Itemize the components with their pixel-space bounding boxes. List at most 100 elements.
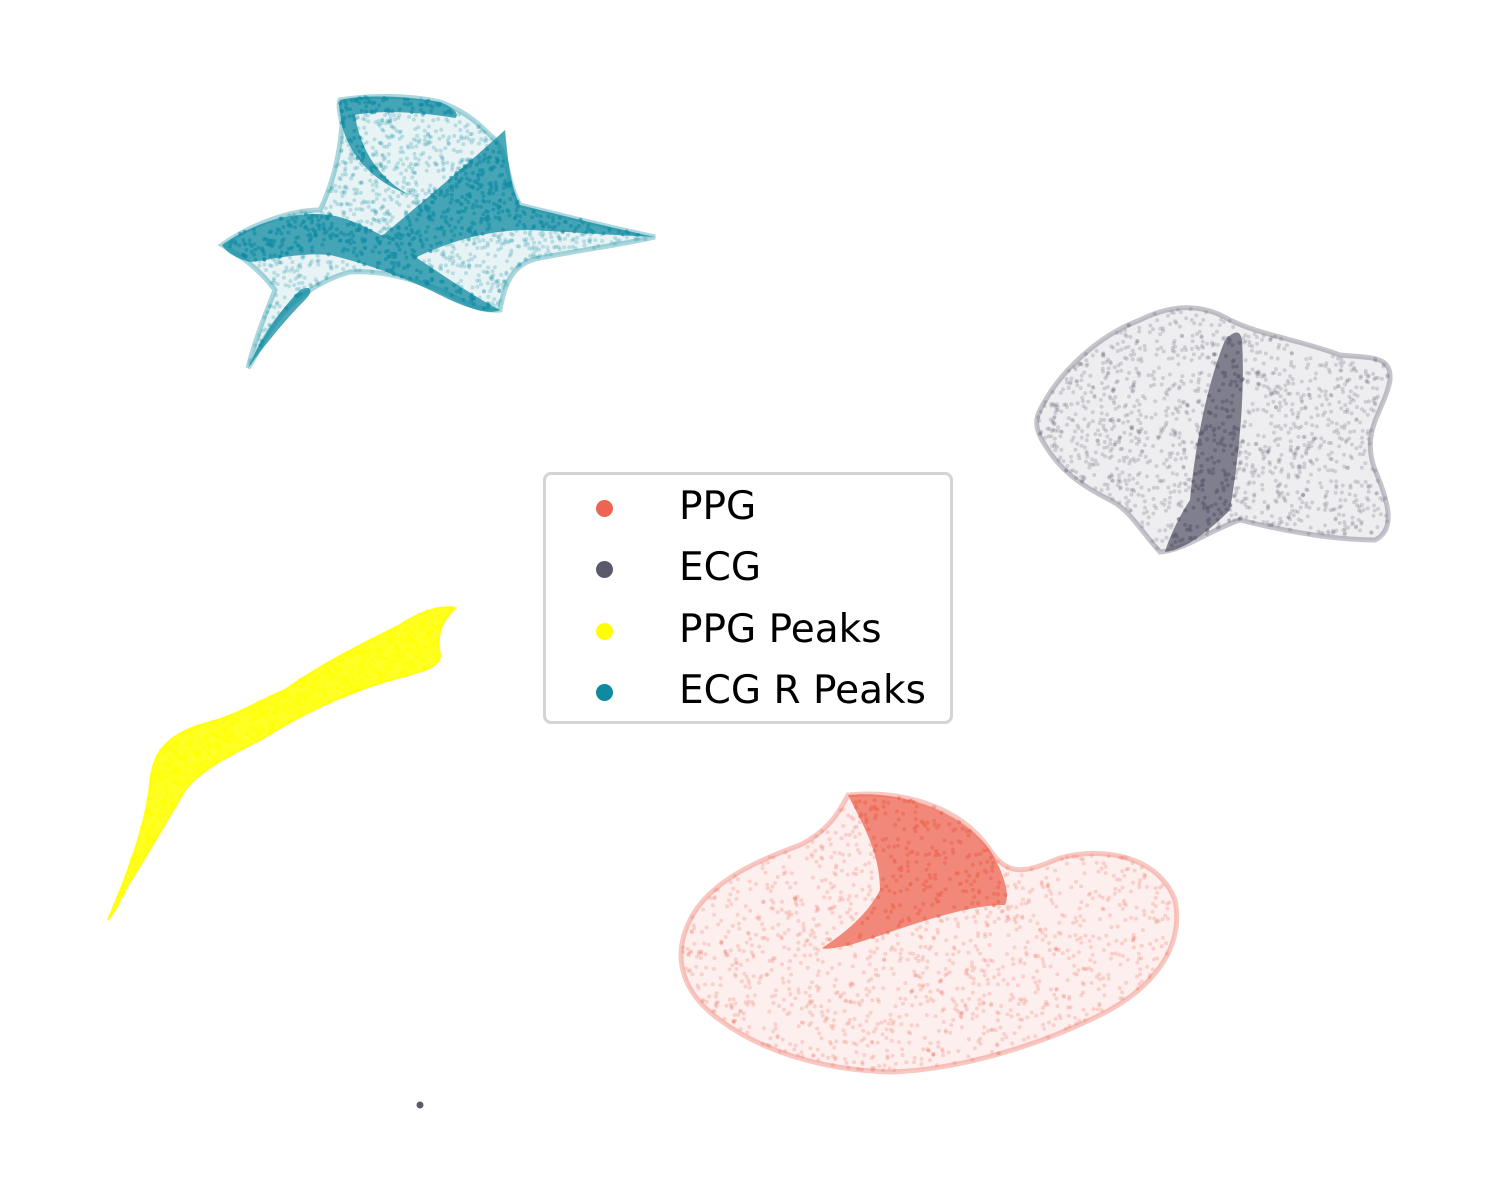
- scatter-point: [1095, 1007, 1100, 1012]
- scatter-point: [767, 855, 772, 860]
- scatter-point: [1178, 324, 1182, 329]
- scatter-point: [1035, 969, 1040, 974]
- scatter-point: [1137, 371, 1142, 376]
- scatter-point: [1152, 369, 1156, 374]
- scatter-point: [931, 1053, 936, 1058]
- scatter-point: [857, 832, 862, 836]
- scatter-point: [1159, 500, 1164, 505]
- scatter-point: [751, 1002, 756, 1007]
- scatter-point: [1381, 364, 1386, 369]
- scatter-point: [1342, 520, 1347, 525]
- scatter-point: [438, 265, 442, 270]
- scatter-point: [1005, 982, 1010, 987]
- scatter-point: [935, 988, 940, 992]
- scatter-point: [1271, 399, 1276, 404]
- scatter-point: [896, 987, 901, 991]
- scatter-point: [833, 830, 838, 835]
- scatter-point: [526, 242, 530, 246]
- scatter-point: [272, 702, 277, 707]
- scatter-point: [834, 1039, 839, 1044]
- scatter-point: [926, 1048, 931, 1053]
- scatter-point: [374, 642, 379, 647]
- scatter-point: [220, 736, 225, 740]
- scatter-point: [1083, 459, 1088, 464]
- scatter-point: [1343, 527, 1348, 532]
- scatter-point: [1290, 508, 1295, 513]
- scatter-point: [1342, 452, 1347, 457]
- scatter-point: [1199, 344, 1204, 348]
- scatter-point: [261, 728, 266, 733]
- scatter-point: [995, 1010, 1000, 1015]
- scatter-point: [480, 128, 485, 133]
- scatter-point: [1272, 371, 1277, 375]
- scatter-point: [1334, 421, 1339, 426]
- scatter-point: [528, 253, 533, 258]
- scatter-point: [1138, 972, 1143, 977]
- scatter-point: [224, 747, 229, 752]
- scatter-point: [1340, 386, 1345, 391]
- scatter-point: [155, 754, 160, 759]
- scatter-point: [1136, 357, 1141, 362]
- scatter-point: [996, 1011, 1001, 1016]
- scatter-point: [329, 266, 334, 271]
- scatter-point: [1012, 1031, 1017, 1036]
- scatter-point: [206, 742, 211, 747]
- scatter-point: [1347, 377, 1352, 382]
- scatter-point: [1150, 373, 1155, 378]
- scatter-point: [892, 1068, 897, 1072]
- scatter-point: [985, 977, 990, 982]
- scatter-point: [376, 218, 381, 223]
- scatter-point: [1153, 399, 1158, 404]
- scatter-point: [1139, 943, 1144, 948]
- scatter-point: [1100, 366, 1105, 371]
- scatter-point: [1161, 376, 1165, 380]
- scatter-point: [300, 280, 305, 285]
- scatter-point: [871, 1054, 876, 1059]
- scatter-point: [1345, 409, 1350, 414]
- scatter-point: [1180, 439, 1185, 444]
- scatter-point: [907, 1040, 912, 1045]
- scatter-point: [1276, 424, 1281, 429]
- scatter-point: [1137, 408, 1141, 413]
- scatter-point: [692, 926, 697, 931]
- scatter-point: [1111, 419, 1116, 424]
- scatter-point: [789, 972, 794, 977]
- scatter-point: [839, 920, 844, 925]
- scatter-point: [1106, 854, 1111, 859]
- scatter-point: [1252, 494, 1257, 498]
- scatter-point: [477, 124, 482, 129]
- scatter-point: [399, 145, 404, 150]
- scatter-point: [1082, 1018, 1087, 1023]
- scatter-point: [1261, 333, 1266, 338]
- scatter-point: [860, 1061, 865, 1066]
- scatter-point: [1139, 956, 1144, 961]
- scatter-point: [788, 992, 793, 997]
- scatter-point: [1099, 1008, 1104, 1013]
- scatter-point: [297, 678, 302, 683]
- scatter-point: [409, 162, 413, 166]
- scatter-point: [588, 237, 593, 242]
- scatter-point: [1245, 380, 1250, 385]
- scatter-point: [1277, 408, 1281, 413]
- scatter-point: [353, 166, 358, 171]
- scatter-point: [1238, 444, 1243, 449]
- scatter-point: [1279, 469, 1284, 474]
- scatter-point: [748, 887, 753, 892]
- scatter-point: [1278, 436, 1283, 441]
- scatter-point: [1081, 982, 1086, 987]
- scatter-point: [308, 708, 313, 713]
- scatter-point: [785, 1012, 790, 1017]
- scatter-point: [1197, 398, 1202, 403]
- scatter-point: [1171, 383, 1176, 388]
- scatter-point: [956, 1049, 961, 1053]
- scatter-point: [1047, 941, 1051, 946]
- scatter-point: [1211, 352, 1216, 357]
- scatter-point: [798, 961, 803, 965]
- scatter-point: [370, 145, 375, 150]
- scatter-point: [1154, 537, 1159, 542]
- scatter-point: [1106, 976, 1111, 981]
- scatter-point: [981, 957, 986, 962]
- scatter-point: [410, 170, 415, 174]
- scatter-point: [363, 200, 368, 205]
- scatter-point: [1148, 458, 1153, 463]
